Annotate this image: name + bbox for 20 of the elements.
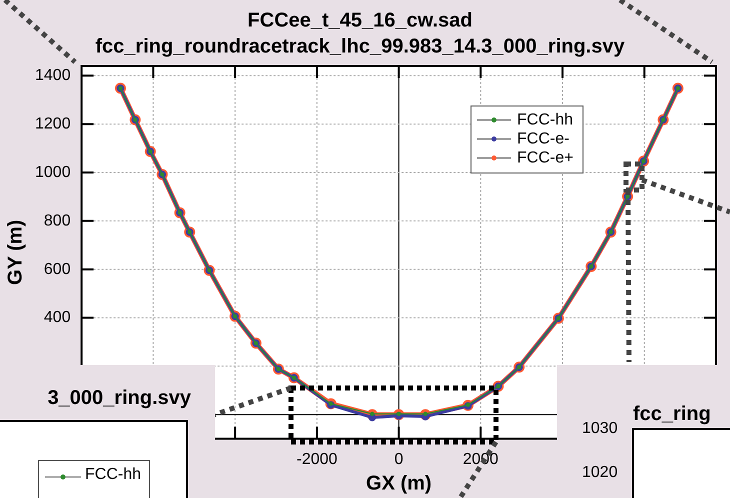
text: FCCee_t_45_16_cw.sad	[248, 10, 472, 32]
legend-label: FCC-e+	[517, 149, 574, 166]
annotation: fcc_ring	[633, 403, 711, 426]
annotation: 3_000_ring.svy	[48, 387, 191, 410]
y-tick-label: 600	[44, 260, 71, 278]
y-tick-label: 800	[44, 212, 71, 230]
legend-label: FCC-hh	[517, 111, 574, 128]
y-axis-title: GY (m)	[4, 220, 27, 285]
x-axis-title: GX (m)	[366, 472, 432, 495]
y-tick-label: 1000	[35, 164, 71, 181]
x-tick-label: -2000	[296, 450, 338, 468]
legend-label: FCC-e-	[517, 130, 570, 148]
annotation: 1030	[582, 420, 618, 438]
inset-panel: fcc_ring 1030 1020	[557, 365, 730, 498]
y-tick-label: 400	[44, 309, 71, 326]
text: fcc_ring_roundracetrack_lhc_99.983_14.3_000_ring.svy	[95, 36, 625, 58]
y-tick-label: 1200	[35, 116, 71, 133]
x-tick-label: 2000	[462, 450, 499, 468]
x-tick-label: 0	[394, 450, 404, 468]
y-tick-label: 1400	[35, 67, 71, 84]
